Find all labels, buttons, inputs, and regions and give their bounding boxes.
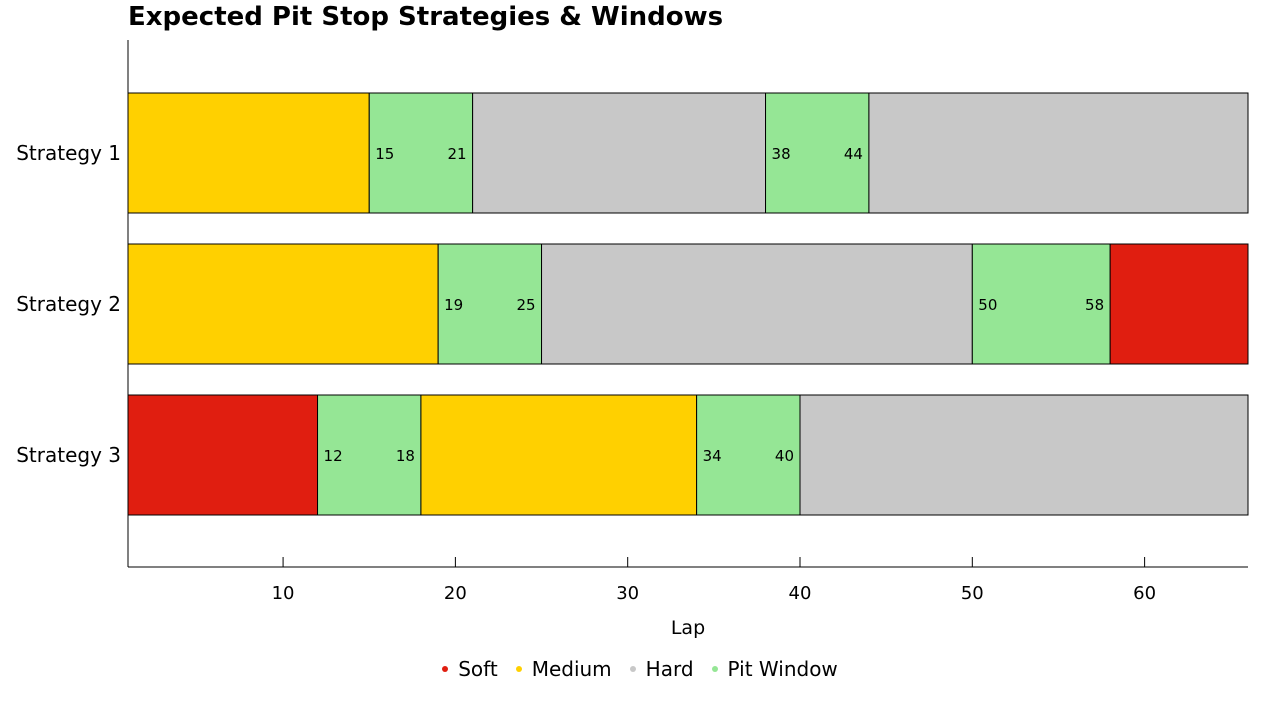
legend-marker [629, 666, 636, 672]
legend-label: Medium [531, 657, 612, 681]
legend-marker [515, 666, 522, 672]
axes: 10 20 30 40 50 60 Lap [127, 40, 1248, 639]
bar-segment-soft [127, 394, 319, 516]
pit-window-end-label: 18 [396, 447, 415, 465]
bar-segment-pit-window [317, 394, 422, 516]
pit-window-end-label: 40 [775, 447, 794, 465]
x-axis-label: Lap [671, 617, 705, 639]
bar-segment-pit-window [368, 92, 474, 214]
pit-window-start-label: 19 [444, 296, 463, 314]
bar-segment-hard [472, 92, 767, 214]
bar-segment-hard [799, 394, 1249, 516]
legend-label: Soft [458, 657, 498, 681]
bar-segment-medium [127, 92, 370, 214]
pit-window-start-label: 34 [703, 447, 722, 465]
bar-segment-medium [127, 243, 439, 365]
x-tick-label: 40 [789, 583, 812, 604]
x-tick-label: 60 [1133, 583, 1156, 604]
legend-item: Pit Window [711, 657, 838, 681]
pit-window-end-label: 58 [1085, 296, 1104, 314]
pit-window-start-label: 38 [772, 145, 791, 163]
y-tick-label: Strategy 3 [16, 443, 121, 467]
legend-item: Hard [629, 657, 694, 681]
legend-label: Hard [645, 657, 694, 681]
y-tick-label: Strategy 1 [16, 141, 121, 165]
bar-segment-pit-window [971, 243, 1111, 365]
pit-window-end-label: 21 [448, 145, 467, 163]
legend: Soft Medium Hard Pit Window [0, 657, 1280, 681]
bar-segment-medium [420, 394, 698, 516]
y-tick-label: Strategy 2 [16, 292, 121, 316]
x-tick-label: 10 [272, 583, 295, 604]
bars [127, 92, 1249, 516]
labels: Strategy 1 15 21 38 44 Strategy 2 19 25 50 58 Stra… [16, 141, 1104, 467]
x-tick-label: 50 [961, 583, 984, 604]
bar-segment-pit-window [437, 243, 543, 365]
legend-marker [711, 666, 718, 672]
pit-window-start-label: 12 [324, 447, 343, 465]
pit-window-end-label: 44 [844, 145, 863, 163]
pit-window-start-label: 50 [978, 296, 997, 314]
bar-segment-hard [868, 92, 1249, 214]
x-tick-label: 20 [444, 583, 467, 604]
x-tick-label: 30 [616, 583, 639, 604]
bar-segment-hard [541, 243, 973, 365]
legend-marker [442, 666, 449, 672]
legend-item: Medium [515, 657, 612, 681]
pit-window-start-label: 15 [375, 145, 394, 163]
legend-label: Pit Window [727, 657, 838, 681]
chart-title: Expected Pit Stop Strategies & Windows [128, 2, 724, 32]
bar-segment-pit-window [696, 394, 801, 516]
bar-segment-soft [1109, 243, 1249, 365]
legend-item: Soft [442, 657, 498, 681]
pit-window-end-label: 25 [516, 296, 535, 314]
